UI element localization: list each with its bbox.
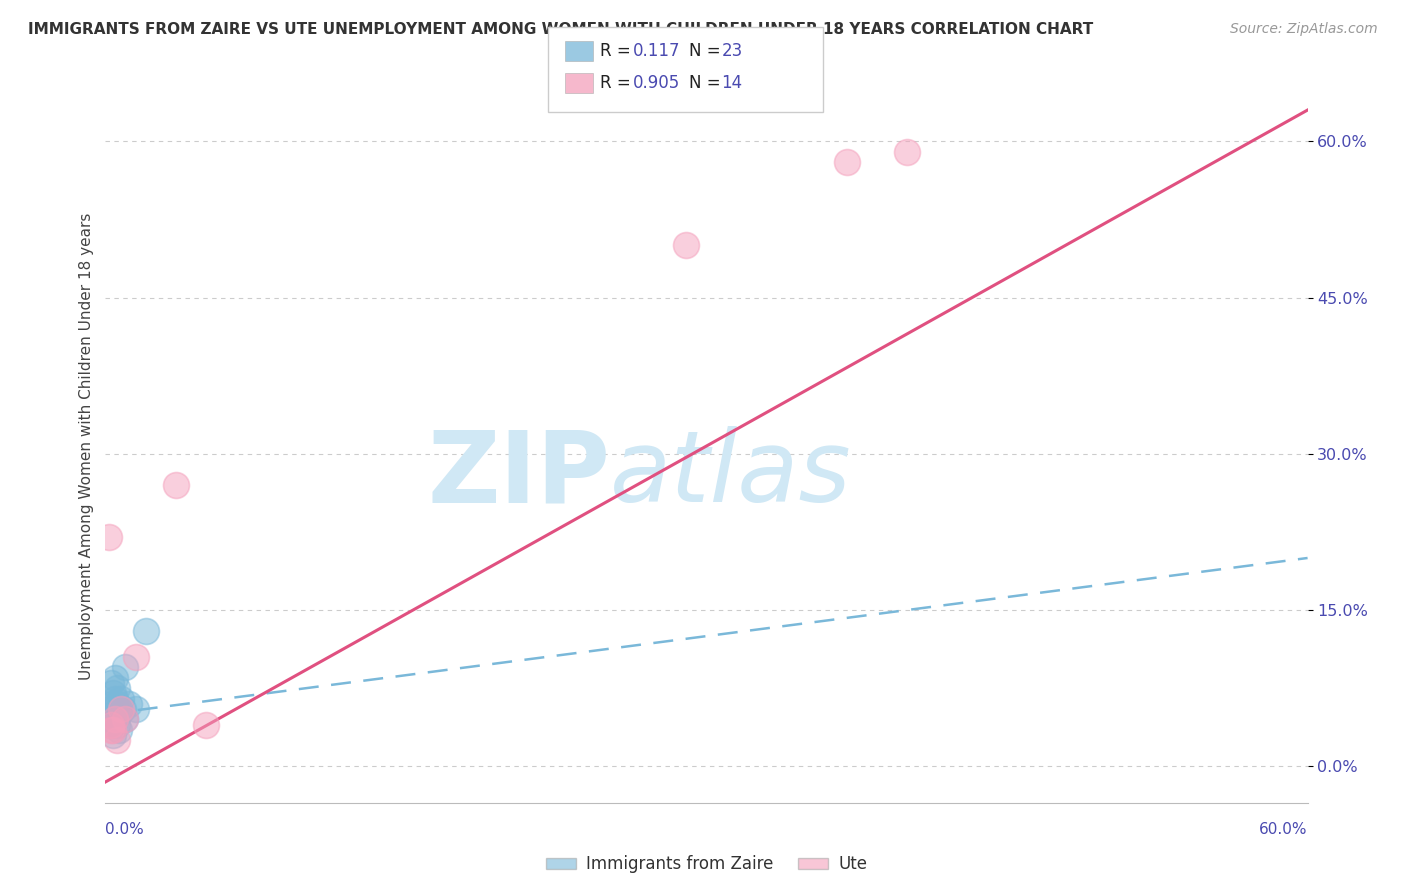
Point [110,702,132,716]
Point [103,728,125,742]
Point [110,691,132,706]
Point [835,155,858,169]
Point [100,676,122,690]
Point [112,702,135,716]
Point [103,707,125,722]
Text: 14: 14 [721,74,742,92]
Point [100,717,122,731]
Point [107,697,129,711]
Point [114,660,136,674]
Point [103,686,125,700]
Y-axis label: Unemployment Among Women with Children Under 18 years: Unemployment Among Women with Children U… [79,212,94,680]
Point [100,723,122,737]
Point [194,717,217,731]
Legend: Immigrants from Zaire, Ute: Immigrants from Zaire, Ute [538,849,875,880]
Text: R =: R = [600,74,637,92]
Point [114,713,136,727]
Point [104,713,127,727]
Point [107,717,129,731]
Point [108,707,131,722]
Text: 0.905: 0.905 [633,74,681,92]
Point [108,723,131,737]
Point [98,702,121,716]
Point [896,145,918,159]
Point [165,478,187,492]
Text: Source: ZipAtlas.com: Source: ZipAtlas.com [1230,22,1378,37]
Point [100,717,122,731]
Text: N =: N = [689,74,725,92]
Point [118,697,141,711]
Point [104,671,127,685]
Text: N =: N = [689,42,725,60]
Text: ZIP: ZIP [427,426,610,523]
Text: atlas: atlas [610,426,852,523]
Point [107,681,129,696]
Point [104,707,127,722]
Point [124,649,146,664]
Point [103,723,125,737]
Point [104,691,127,706]
Point [107,733,129,747]
Text: 23: 23 [721,42,742,60]
Text: R =: R = [600,42,637,60]
Point [135,624,157,638]
Point [100,697,122,711]
Point [675,238,697,252]
Text: 0.0%: 0.0% [105,822,145,837]
Point [114,713,136,727]
Point [124,702,146,716]
Point [104,713,127,727]
Point [98,530,121,544]
Text: IMMIGRANTS FROM ZAIRE VS UTE UNEMPLOYMENT AMONG WOMEN WITH CHILDREN UNDER 18 YEA: IMMIGRANTS FROM ZAIRE VS UTE UNEMPLOYMEN… [28,22,1094,37]
Text: 60.0%: 60.0% [1260,822,1308,837]
Text: 0.117: 0.117 [633,42,681,60]
